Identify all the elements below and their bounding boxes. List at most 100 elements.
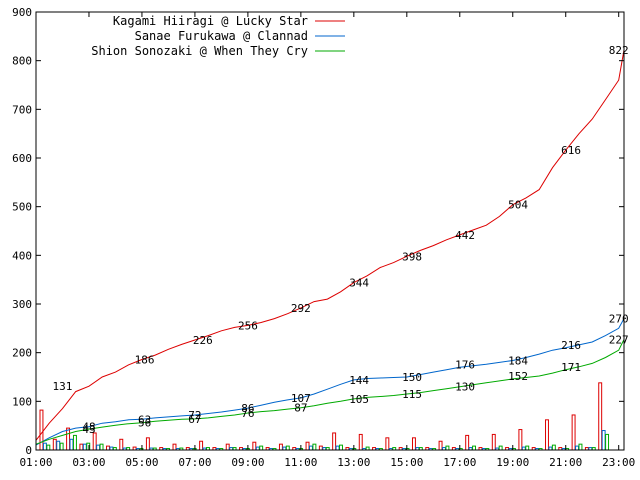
bar-0-6 — [119, 438, 124, 451]
x-tick-label: 19:00 — [496, 456, 529, 469]
plot-frame — [35, 11, 625, 451]
bar-0-20 — [305, 441, 310, 451]
point-label-0-7: 442 — [455, 229, 475, 242]
bar-2-38 — [551, 444, 556, 451]
point-label-0-8: 504 — [508, 199, 528, 212]
bar-0-1 — [52, 438, 57, 451]
bar-0-21 — [318, 445, 323, 451]
bar-2-40 — [578, 443, 583, 451]
x-tick-label: 13:00 — [337, 456, 370, 469]
y-tick-label: 100 — [12, 395, 32, 408]
bar-0-2 — [66, 427, 71, 451]
point-label-0-4: 292 — [291, 302, 311, 315]
point-label-1-6: 150 — [402, 371, 422, 384]
point-label-0-9: 616 — [561, 144, 581, 157]
point-label-0-6: 398 — [402, 250, 422, 263]
y-tick-label: 400 — [12, 249, 32, 262]
bar-2-16 — [259, 445, 264, 451]
y-tick-label: 500 — [12, 201, 32, 214]
bar-2-4 — [99, 443, 104, 451]
point-label-2-8: 152 — [508, 370, 528, 383]
point-label-0-10: 822 — [609, 44, 629, 57]
point-label-2-2: 67 — [188, 413, 201, 426]
legend-label-1: Sanae Furukawa @ Clannad — [135, 29, 308, 43]
y-tick-label: 700 — [12, 103, 32, 116]
bar-0-16 — [252, 441, 257, 451]
bar-0-40 — [571, 414, 576, 451]
bar-1-20 — [308, 445, 313, 451]
bar-1-1 — [56, 440, 61, 451]
point-label-1-7: 176 — [455, 358, 475, 371]
bar-0-3 — [79, 443, 84, 451]
x-tick-label: 07:00 — [178, 456, 211, 469]
bar-0-24 — [358, 433, 363, 451]
y-axis-ticks: 0 100 200 300 400 500 600 700 800 900 — [12, 6, 624, 457]
y-tick-label: 200 — [12, 347, 32, 360]
y-tick-label: 300 — [12, 298, 32, 311]
point-label-2-4: 87 — [294, 402, 307, 415]
bar-2-36 — [525, 445, 530, 451]
bar-0-10 — [172, 443, 177, 451]
bar-2-1 — [59, 442, 64, 451]
bar-2-42 — [605, 433, 610, 451]
bar-2-32 — [472, 445, 477, 451]
x-tick-label: 17:00 — [443, 456, 476, 469]
bar-2-34 — [498, 445, 503, 451]
point-label-1-9: 216 — [561, 339, 581, 352]
bars-layer — [39, 382, 610, 451]
bar-1-22 — [335, 445, 340, 451]
y-tick-label: 800 — [12, 55, 32, 68]
x-tick-label: 09:00 — [231, 456, 264, 469]
lines-layer — [35, 49, 625, 446]
bar-0-12 — [199, 440, 204, 451]
x-tick-label: 11:00 — [284, 456, 317, 469]
x-tick-label: 15:00 — [390, 456, 423, 469]
bar-0-38 — [545, 419, 549, 451]
bar-1-0 — [42, 442, 47, 451]
bar-2-18 — [285, 445, 290, 451]
legend-label-0: Kagami Hiiragi @ Lucky Star — [113, 14, 308, 28]
point-label-2-0: 43 — [82, 423, 95, 436]
bar-1-40 — [575, 445, 579, 451]
x-tick-label: 05:00 — [125, 456, 158, 469]
bar-0-22 — [332, 432, 337, 451]
bar-0-32 — [465, 434, 470, 451]
bar-0-14 — [225, 443, 230, 451]
bar-2-20 — [312, 443, 317, 451]
point-label-1-8: 184 — [508, 354, 528, 367]
legend-label-2: Shion Sonozaki @ When They Cry — [91, 44, 308, 58]
point-label-1-0: 48 — [82, 421, 95, 434]
x-tick-label: 23:00 — [602, 456, 635, 469]
bar-0-30 — [438, 440, 443, 451]
bar-2-30 — [445, 445, 450, 451]
y-tick-label: 0 — [25, 444, 32, 457]
x-tick-label: 01:00 — [19, 456, 52, 469]
point-label-0-2: 226 — [193, 334, 213, 347]
bar-0-34 — [491, 433, 496, 451]
bar-0-18 — [278, 443, 283, 451]
legend: Kagami Hiiragi @ Lucky Star Sanae Furuka… — [91, 14, 345, 58]
point-label-2-7: 130 — [455, 381, 475, 394]
bar-2-2 — [72, 434, 77, 451]
series-line-2 — [35, 339, 625, 445]
bar-0-8 — [145, 437, 150, 451]
point-label-0-5: 344 — [349, 277, 369, 290]
bar-1-3 — [82, 443, 87, 451]
point-label-1-5: 144 — [349, 374, 369, 387]
point-label-0-1: 186 — [135, 353, 155, 366]
bar-2-22 — [339, 444, 343, 451]
bar-0-5 — [106, 445, 110, 451]
point-labels: 131 186 226 256 292 344 398 442 504 616 822 48 63 72 8… — [53, 44, 629, 436]
bar-1-4 — [96, 444, 101, 451]
y-tick-label: 600 — [12, 152, 32, 165]
point-label-2-10: 227 — [609, 334, 629, 347]
y-tick-label: 900 — [12, 6, 32, 19]
x-axis-ticks: 01:00 03:00 05:00 07:00 09:00 11:00 13:00 15:00… — [19, 12, 635, 469]
x-tick-label: 03:00 — [72, 456, 105, 469]
series-line-0 — [35, 49, 625, 441]
bar-0-42 — [598, 382, 603, 451]
point-label-1-1: 63 — [138, 413, 151, 426]
series-line-1 — [35, 318, 625, 446]
bar-2-0 — [46, 444, 51, 451]
